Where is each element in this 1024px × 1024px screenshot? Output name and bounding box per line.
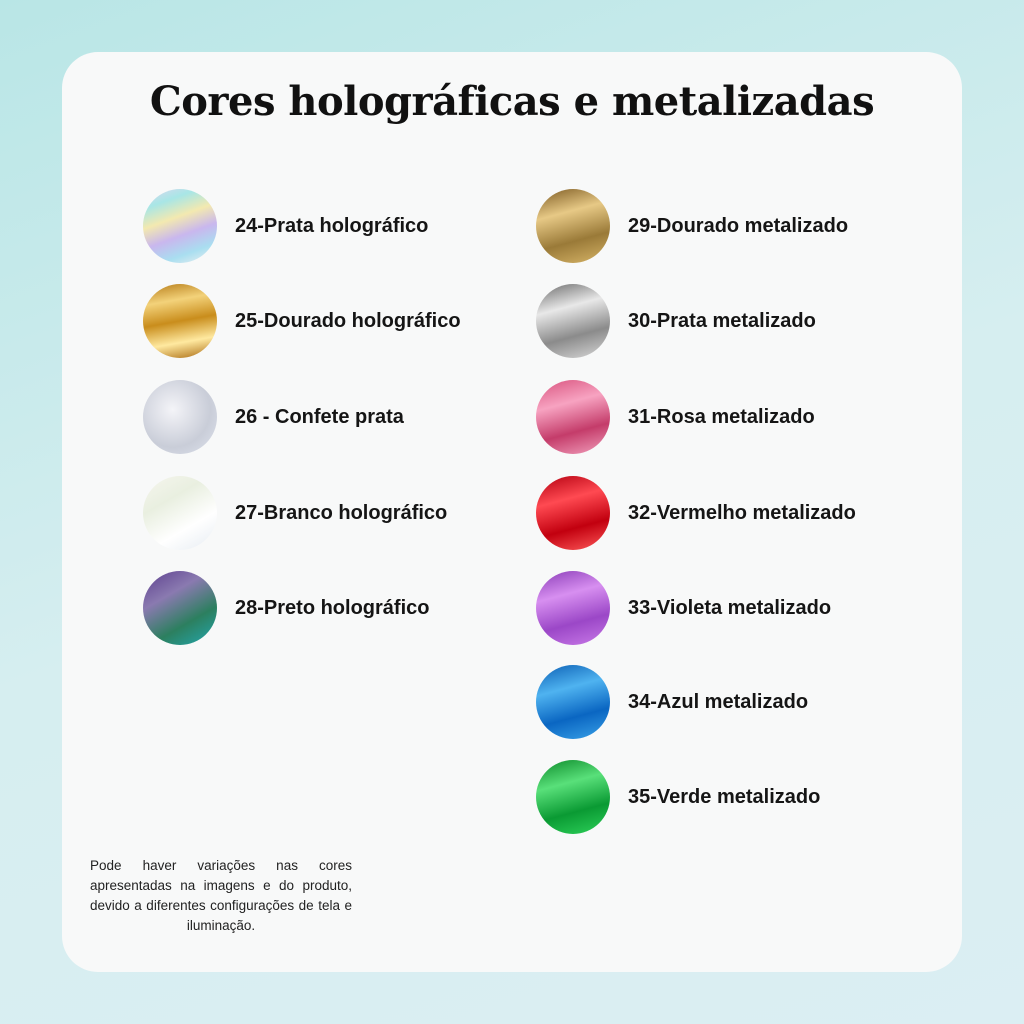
color-item: 25-Dourado holográfico	[143, 284, 461, 358]
color-item: 28-Preto holográfico	[143, 571, 429, 645]
color-label: 29-Dourado metalizado	[628, 214, 849, 237]
swatch	[143, 189, 217, 263]
color-label: 30-Prata metalizado	[628, 309, 816, 332]
swatch	[536, 476, 610, 550]
color-label: 32-Vermelho metalizado	[628, 501, 856, 524]
swatch	[143, 476, 217, 550]
color-label: 24-Prata holográfico	[235, 214, 429, 237]
color-label: 35-Verde metalizado	[628, 785, 821, 808]
color-item: 31-Rosa metalizado	[536, 380, 815, 454]
color-item: 33-Violeta metalizado	[536, 571, 831, 645]
swatch	[143, 571, 217, 645]
swatch	[143, 380, 217, 454]
color-item: 29-Dourado metalizado	[536, 189, 848, 263]
color-label: 28-Preto holográfico	[235, 596, 430, 619]
color-item: 26 - Confete prata	[143, 380, 404, 454]
color-label: 33-Violeta metalizado	[628, 596, 832, 619]
color-item: 35-Verde metalizado	[536, 760, 820, 834]
color-label: 27-Branco holográfico	[235, 501, 448, 524]
swatch	[536, 284, 610, 358]
title: Cores holográficas e metalizadas	[149, 78, 875, 125]
swatch	[536, 760, 610, 834]
color-label: 34-Azul metalizado	[628, 690, 809, 713]
swatch	[536, 189, 610, 263]
swatch	[536, 571, 610, 645]
swatch	[536, 665, 610, 739]
color-label: 25-Dourado holográfico	[235, 309, 461, 332]
color-item: 34-Azul metalizado	[536, 665, 808, 739]
color-item: 30-Prata metalizado	[536, 284, 816, 358]
color-item: 24-Prata holográfico	[143, 189, 428, 263]
disclaimer: Pode haver variações nas cores apresenta…	[90, 858, 352, 933]
swatch	[536, 380, 610, 454]
swatch	[143, 284, 217, 358]
color-item: 32-Vermelho metalizado	[536, 476, 856, 550]
color-label: 26 - Confete prata	[235, 405, 404, 428]
color-item: 27-Branco holográfico	[143, 476, 447, 550]
color-label: 31-Rosa metalizado	[628, 405, 815, 428]
